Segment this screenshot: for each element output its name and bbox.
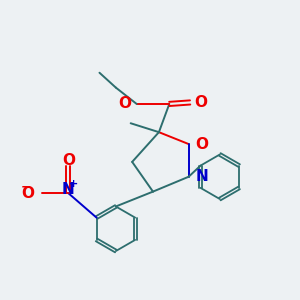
Text: N: N bbox=[62, 182, 75, 197]
Text: O: O bbox=[118, 96, 132, 111]
Text: O: O bbox=[195, 95, 208, 110]
Text: O: O bbox=[21, 186, 34, 201]
Text: −: − bbox=[21, 180, 31, 193]
Text: N: N bbox=[195, 169, 208, 184]
Text: O: O bbox=[62, 153, 75, 168]
Text: O: O bbox=[195, 136, 208, 152]
Text: +: + bbox=[69, 178, 78, 189]
